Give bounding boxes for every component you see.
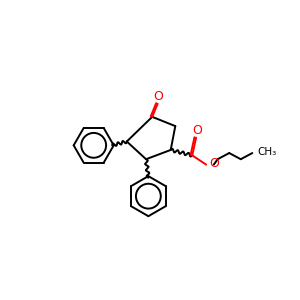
Text: O: O	[209, 157, 219, 169]
Text: O: O	[153, 90, 163, 103]
Text: CH₃: CH₃	[258, 147, 277, 157]
Text: O: O	[192, 124, 202, 137]
